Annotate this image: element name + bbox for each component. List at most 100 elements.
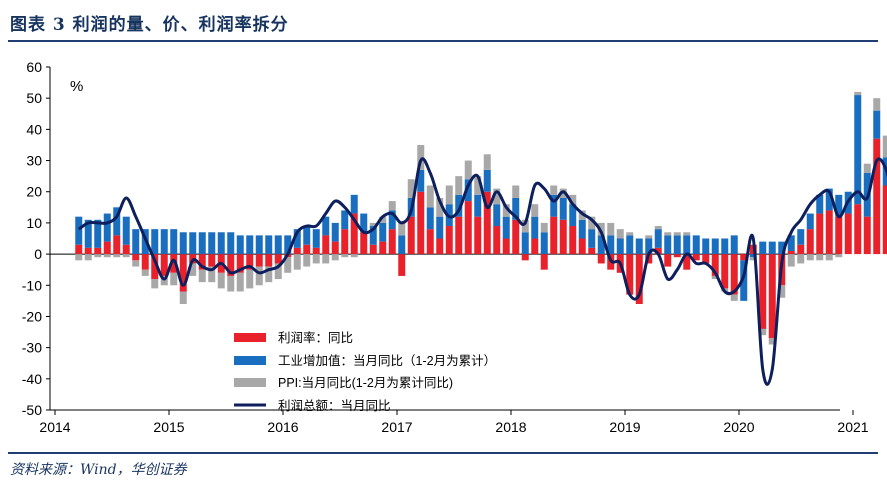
bar-ppi (132, 260, 140, 267)
bar-ppi (825, 254, 833, 261)
bar-ppi (711, 275, 719, 280)
bar-ppi (103, 254, 111, 258)
bar-industrial-va (531, 216, 539, 239)
bar-ppi (274, 263, 282, 280)
bar-profit-margin (711, 254, 719, 276)
bar-ppi (189, 263, 197, 276)
bar-profit-margin (664, 254, 672, 267)
bar-ppi (217, 272, 225, 289)
chart-line-layer (77, 157, 887, 386)
bar-profit-margin (521, 254, 529, 261)
bar-profit-margin (721, 254, 729, 289)
bar-industrial-va (702, 238, 710, 255)
bar-industrial-va (322, 216, 330, 236)
bar-ppi (730, 294, 738, 301)
bar-ppi (645, 235, 653, 239)
bar-profit-margin (312, 247, 320, 255)
bar-ppi (483, 154, 491, 170)
footer-rule (8, 452, 878, 454)
bar-ppi (208, 266, 216, 283)
x-tick-label: 2017 (381, 419, 412, 435)
y-tick-label: 50 (26, 90, 42, 106)
bar-profit-margin (103, 241, 111, 255)
bar-ppi (540, 222, 548, 233)
bar-industrial-va (493, 204, 501, 227)
bar-industrial-va (265, 235, 273, 255)
legend-label-total-profit: 利润总额：当月同比 (278, 399, 391, 413)
bar-ppi (882, 135, 887, 158)
bar-ppi (588, 216, 596, 230)
bar-industrial-va (645, 238, 653, 255)
page-title: 图表 3 利润的量、价、利润率拆分 (10, 15, 289, 35)
bar-ppi (369, 222, 377, 227)
bar-ppi (417, 144, 425, 170)
bar-ppi (512, 185, 520, 198)
bar-industrial-va (84, 219, 92, 248)
bar-ppi (265, 266, 273, 283)
bar-industrial-va (388, 210, 396, 230)
y-tick-label: -50 (22, 402, 42, 418)
bar-profit-margin (227, 254, 235, 276)
bar-profit-margin (113, 235, 121, 255)
bar-industrial-va (835, 194, 843, 217)
bar-industrial-va (464, 179, 472, 202)
bar-profit-margin (293, 247, 301, 255)
bar-profit-margin (844, 213, 852, 255)
bar-ppi (322, 254, 330, 264)
x-tick-label: 2015 (153, 419, 184, 435)
bar-profit-margin (198, 254, 206, 270)
bar-ppi (502, 204, 510, 217)
bar-profit-margin (635, 254, 643, 304)
bar-profit-margin (474, 216, 482, 255)
bar-ppi (227, 275, 235, 292)
bar-profit-margin (255, 254, 263, 267)
bar-profit-margin (398, 254, 406, 276)
x-tick-label: 2016 (267, 419, 298, 435)
bar-profit-margin (160, 254, 168, 276)
bar-industrial-va (616, 238, 624, 255)
bar-industrial-va (103, 213, 111, 242)
bar-profit-margin (550, 216, 558, 255)
bar-industrial-va (379, 222, 387, 242)
y-tick-label: -40 (22, 371, 42, 387)
bar-profit-margin (331, 241, 339, 255)
bar-ppi (312, 254, 320, 264)
x-tick-label: 2018 (495, 419, 526, 435)
bar-profit-margin (455, 216, 463, 255)
legend: 利润率：同比 工业增加值：当月同比（1-2月为累计） PPI:当月同比(1-2月… (234, 330, 496, 413)
legend-swatch-industrial-va (234, 356, 266, 365)
bar-industrial-va (759, 241, 767, 255)
bar-industrial-va (635, 238, 643, 255)
bar-ppi (654, 226, 662, 230)
bar-industrial-va (360, 213, 368, 233)
bar-profit-margin (825, 210, 833, 255)
bar-industrial-va (540, 232, 548, 255)
bar-profit-margin (816, 213, 824, 255)
bar-profit-margin (531, 238, 539, 255)
bar-industrial-va (607, 235, 615, 255)
x-tick-label: 2020 (723, 419, 754, 435)
bar-ppi (236, 272, 244, 292)
chart-bars (75, 91, 887, 345)
bar-ppi (122, 254, 130, 258)
bar-profit-margin (132, 254, 140, 261)
bar-ppi (141, 269, 149, 276)
bar-industrial-va (597, 235, 605, 255)
bar-industrial-va (521, 232, 529, 255)
bar-ppi (616, 229, 624, 239)
bar-industrial-va (626, 235, 634, 255)
bar-industrial-va (787, 235, 795, 251)
bar-profit-margin (654, 247, 662, 255)
bar-ppi (160, 275, 168, 286)
bar-industrial-va (312, 229, 320, 248)
bar-industrial-va (236, 235, 244, 255)
bar-industrial-va (179, 232, 187, 255)
y-tick-label: 60 (26, 59, 42, 75)
bar-industrial-va (512, 197, 520, 220)
bar-profit-margin (626, 254, 634, 295)
bar-industrial-va (502, 216, 510, 239)
bar-ppi (426, 185, 434, 208)
bar-profit-margin (683, 254, 691, 270)
bar-industrial-va (550, 194, 558, 217)
bar-industrial-va (122, 216, 130, 245)
